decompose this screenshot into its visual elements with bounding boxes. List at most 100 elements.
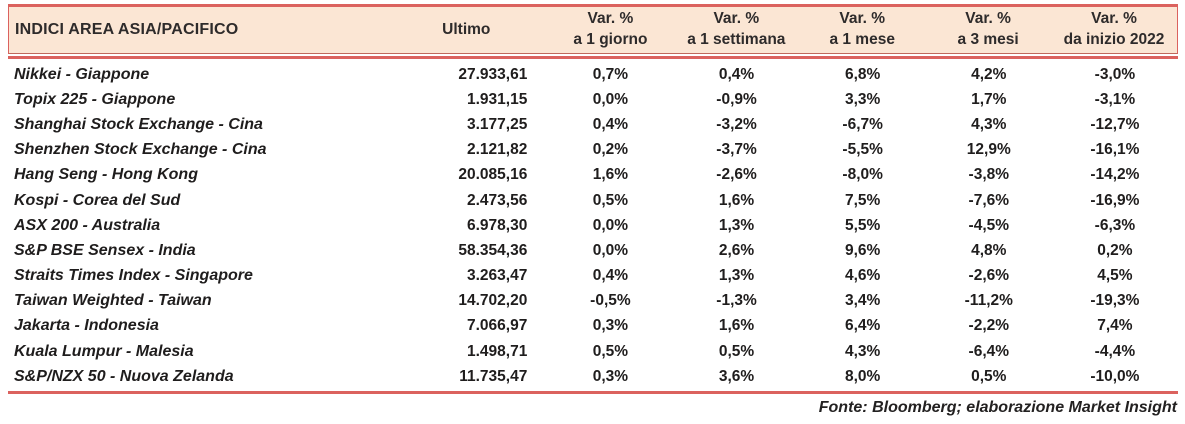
var-3-mesi-cell: 4,3% <box>971 115 1007 133</box>
var-inizio-2022-cell: -16,9% <box>1090 191 1140 209</box>
column-header-line1: Var. % <box>587 10 634 28</box>
index-name-cell: Kuala Lumpur - Malesia <box>14 342 194 360</box>
var-1-mese-cell: -8,0% <box>842 166 883 184</box>
var-1-giorno-cell: 0,0% <box>592 241 629 259</box>
var-1-giorno-cell: 0,7% <box>592 65 629 83</box>
var-1-giorno-cell: 0,0% <box>592 216 629 234</box>
table-bottom-line <box>8 391 1178 395</box>
var-3-mesi-cell: -4,5% <box>968 216 1010 234</box>
index-name-cell: Jakarta - Indonesia <box>14 317 159 335</box>
ultimo-value-cell: 1.498,71 <box>467 342 528 360</box>
header-divider-line <box>8 56 1178 59</box>
index-name-cell: Shenzhen Stock Exchange - Cina <box>14 141 267 159</box>
table-row: Shanghai Stock Exchange - Cina 3.177,25 … <box>8 112 1178 137</box>
var-1-settimana-cell: -3,7% <box>716 141 757 159</box>
var-1-mese-cell: 8,0% <box>844 367 881 385</box>
index-name-cell: S&P BSE Sensex - India <box>14 241 196 259</box>
var-inizio-2022-cell: -6,3% <box>1094 216 1136 234</box>
var-inizio-2022-cell: -4,4% <box>1094 342 1136 360</box>
index-name-cell: Taiwan Weighted - Taiwan <box>14 292 212 310</box>
var-1-giorno-cell: 0,0% <box>592 90 629 108</box>
var-1-giorno-cell: -0,5% <box>590 292 631 310</box>
var-1-settimana-cell: 0,4% <box>718 65 755 83</box>
var-1-mese-cell: 7,5% <box>844 191 881 209</box>
var-inizio-2022-cell: -10,0% <box>1090 367 1140 385</box>
table-row: S&P/NZX 50 - Nuova Zelanda 11.735,47 0,3… <box>8 364 1178 389</box>
indices-table: INDICI AREA ASIA/PACIFICO Ultimo Var. % … <box>8 4 1178 417</box>
index-name-cell: S&P/NZX 50 - Nuova Zelanda <box>14 367 234 385</box>
var-1-giorno-cell: 0,5% <box>592 191 629 209</box>
var-1-giorno-cell: 0,3% <box>592 317 629 335</box>
column-header-var-inizio-2022: Var. % da inizio 2022 <box>1051 7 1177 53</box>
ultimo-value-cell: 7.066,97 <box>467 317 528 335</box>
column-header-ultimo: Ultimo <box>442 20 491 38</box>
ultimo-value-cell: 6.978,30 <box>467 216 528 234</box>
var-3-mesi-cell: -7,6% <box>968 191 1010 209</box>
index-name-cell: Straits Times Index - Singapore <box>14 267 253 285</box>
table-row: Topix 225 - Giappone 1.931,15 0,0% -0,9%… <box>8 87 1178 112</box>
var-1-mese-cell: 9,6% <box>844 241 881 259</box>
table-row: Taiwan Weighted - Taiwan 14.702,20 -0,5%… <box>8 289 1178 314</box>
table-row: Hang Seng - Hong Kong 20.085,16 1,6% -2,… <box>8 163 1178 188</box>
column-header-var-3-mesi: Var. % a 3 mesi <box>925 7 1051 53</box>
column-header-line1: Var. % <box>965 10 1011 28</box>
table-row: Kuala Lumpur - Malesia 1.498,71 0,5% 0,5… <box>8 339 1178 364</box>
var-1-settimana-cell: 1,3% <box>718 267 755 285</box>
ultimo-value-cell: 27.933,61 <box>458 65 528 83</box>
table-row: Jakarta - Indonesia 7.066,97 0,3% 1,6% 6… <box>8 314 1178 339</box>
var-1-giorno-cell: 0,4% <box>592 267 629 285</box>
var-1-settimana-cell: 1,3% <box>718 216 755 234</box>
var-1-settimana-cell: -0,9% <box>716 90 757 108</box>
table-row: ASX 200 - Australia 6.978,30 0,0% 1,3% 5… <box>8 213 1178 238</box>
var-3-mesi-cell: -3,8% <box>968 166 1010 184</box>
index-name-cell: ASX 200 - Australia <box>14 216 161 234</box>
ultimo-value-cell: 1.931,15 <box>467 90 528 108</box>
column-header-line2: a 1 giorno <box>573 31 648 48</box>
var-inizio-2022-cell: -14,2% <box>1090 166 1140 184</box>
var-1-settimana-cell: 1,6% <box>718 317 755 335</box>
var-1-settimana-cell: -1,3% <box>716 292 757 310</box>
index-name-cell: Topix 225 - Giappone <box>14 90 176 108</box>
var-3-mesi-cell: 0,5% <box>971 367 1007 385</box>
var-inizio-2022-cell: 0,2% <box>1097 241 1133 259</box>
var-1-giorno-cell: 1,6% <box>592 166 629 184</box>
var-1-giorno-cell: 0,4% <box>592 115 629 133</box>
var-1-mese-cell: -6,7% <box>842 115 883 133</box>
ultimo-value-cell: 11.735,47 <box>459 367 528 385</box>
index-name-cell: Kospi - Corea del Sud <box>14 191 181 209</box>
var-1-mese-cell: 6,8% <box>844 65 881 83</box>
table-row: Shenzhen Stock Exchange - Cina 2.121,82 … <box>8 138 1178 163</box>
table-row: Kospi - Corea del Sud 2.473,56 0,5% 1,6%… <box>8 188 1178 213</box>
column-header-line2: a 1 mese <box>829 31 895 48</box>
column-header-line1: Var. % <box>839 10 886 28</box>
column-header-var-1-mese: Var. % a 1 mese <box>799 7 925 53</box>
ultimo-value-cell: 2.473,56 <box>467 191 528 209</box>
var-1-mese-cell: -5,5% <box>842 141 883 159</box>
var-1-mese-cell: 3,3% <box>844 90 881 108</box>
ultimo-value-cell: 14.702,20 <box>458 292 528 310</box>
var-inizio-2022-cell: -3,1% <box>1094 90 1136 108</box>
table-header: INDICI AREA ASIA/PACIFICO Ultimo Var. % … <box>8 4 1178 54</box>
column-header-line1: Var. % <box>1091 10 1137 28</box>
var-3-mesi-cell: 4,2% <box>971 65 1007 83</box>
column-header-line2: a 3 mesi <box>957 31 1019 48</box>
var-3-mesi-cell: 4,8% <box>971 241 1007 259</box>
var-3-mesi-cell: -2,2% <box>968 317 1010 335</box>
column-header-line1: Var. % <box>713 10 760 28</box>
var-1-settimana-cell: 3,6% <box>718 367 755 385</box>
column-header-line2: da inizio 2022 <box>1063 31 1165 48</box>
var-1-settimana-cell: 1,6% <box>718 191 755 209</box>
var-1-settimana-cell: 2,6% <box>718 241 755 259</box>
table-body: Nikkei - Giappone 27.933,61 0,7% 0,4% 6,… <box>8 62 1178 389</box>
var-1-giorno-cell: 0,2% <box>592 141 629 159</box>
var-1-mese-cell: 6,4% <box>844 317 881 335</box>
column-header-line2: a 1 settimana <box>687 31 786 48</box>
var-3-mesi-cell: -6,4% <box>968 342 1010 360</box>
ultimo-value-cell: 3.263,47 <box>467 267 528 285</box>
var-1-settimana-cell: -3,2% <box>716 115 757 133</box>
var-inizio-2022-cell: -3,0% <box>1094 65 1136 83</box>
var-3-mesi-cell: -11,2% <box>964 292 1013 310</box>
var-1-settimana-cell: -2,6% <box>716 166 757 184</box>
var-1-mese-cell: 5,5% <box>844 216 881 234</box>
var-1-settimana-cell: 0,5% <box>718 342 755 360</box>
